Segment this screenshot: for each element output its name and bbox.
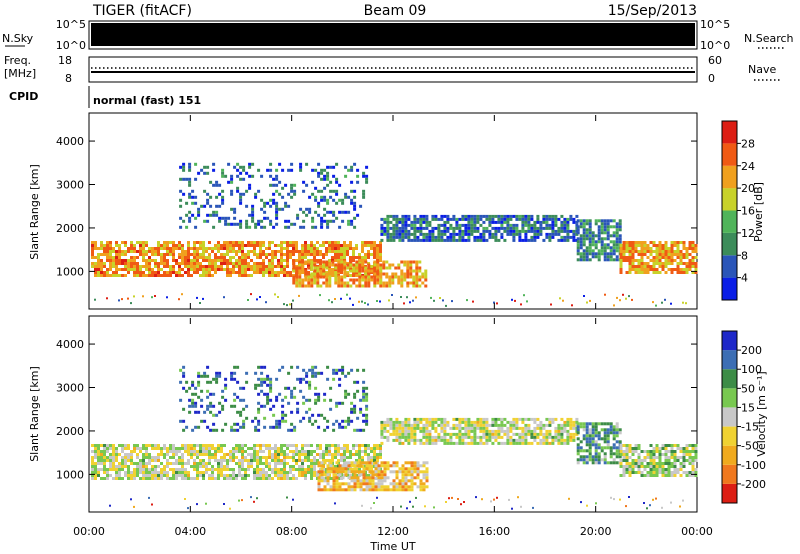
- colorbar-swatch: [722, 277, 737, 300]
- freq-tick-bottom: 8: [65, 72, 72, 85]
- scatter-region: [292, 260, 428, 288]
- colorbar-tick-label: -50: [741, 440, 759, 453]
- scatter-region: [179, 365, 369, 432]
- colorbar-tick-label: 50: [741, 382, 755, 395]
- nave-tick-bottom: 0: [708, 72, 715, 85]
- power-colorbar-label: Power [dB]: [752, 182, 765, 242]
- velocity-y-ticks: 1000 2000 3000 4000: [56, 338, 697, 481]
- colorbar-swatch: [722, 255, 737, 278]
- beam-title: Beam 09: [364, 3, 427, 19]
- power-y-ticks: 1000 2000 3000 4000: [56, 135, 697, 278]
- velocity-ylabel: Slant Range [km]: [28, 366, 41, 462]
- nsky-data: [91, 24, 695, 46]
- nsky-panel: N.Sky 10^5 10^0 10^5 10^0 N.Search: [2, 18, 794, 52]
- colorbar-tick-label: 20: [741, 182, 755, 195]
- colorbar-swatch: [722, 445, 737, 465]
- colorbar-tick-label: 12: [741, 227, 755, 240]
- date-title: 15/Sep/2013: [608, 3, 697, 19]
- colorbar-tick-label: 4: [741, 272, 748, 285]
- colorbar-tick-label: 15: [741, 401, 755, 414]
- colorbar-tick-label: 100: [741, 363, 762, 376]
- y-tick-label: 1000: [56, 265, 84, 278]
- colorbar-tick-label: -200: [741, 478, 766, 491]
- x-tick-label: 00:00: [73, 525, 105, 538]
- y-tick-label: 4000: [56, 338, 84, 351]
- nsearch-tick-bottom: 10^0: [700, 39, 730, 52]
- colorbar-swatch: [722, 407, 737, 427]
- power-data-marks: [91, 162, 698, 307]
- colorbar-swatch: [722, 121, 737, 144]
- colorbar-swatch: [722, 426, 737, 446]
- scatter-region: [317, 461, 429, 492]
- scatter-region: [380, 417, 579, 445]
- nsky-tick-bottom: 10^0: [56, 39, 86, 52]
- velocity-colorbar-label: Velocity [m s⁻¹]: [755, 371, 768, 456]
- y-tick-label: 3000: [56, 179, 84, 192]
- colorbar-tick-label: 200: [741, 344, 762, 357]
- colorbar-tick-label: 24: [741, 160, 755, 173]
- velocity-data-marks: [91, 365, 698, 510]
- x-tick-label: 16:00: [478, 525, 510, 538]
- colorbar-swatch: [722, 388, 737, 408]
- colorbar-swatch: [722, 143, 737, 166]
- scatter-region: [576, 422, 622, 465]
- scatter-region: [619, 241, 698, 274]
- x-tick-label: 00:00: [681, 525, 713, 538]
- near-range-speckle: [94, 293, 687, 307]
- scatter-region: [619, 444, 698, 477]
- nsearch-tick-top: 10^5: [700, 18, 730, 31]
- power-colorbar: 4 8 12 16 20 24 28: [721, 120, 755, 301]
- power-panel: 1000 2000 3000 4000 Slant Range [km] 4 8 12 16…: [28, 112, 765, 310]
- power-ylabel: Slant Range [km]: [28, 164, 41, 260]
- y-tick-label: 1000: [56, 468, 84, 481]
- nsky-tick-top: 10^5: [56, 18, 86, 31]
- colorbar-tick-label: -15: [741, 421, 759, 434]
- y-tick-label: 2000: [56, 222, 84, 235]
- colorbar-tick-label: 16: [741, 205, 755, 218]
- freq-label-1: Freq.: [4, 54, 31, 67]
- xlabel: Time UT: [369, 540, 415, 553]
- velocity-panel: 1000 2000 3000 4000 Slant Range [km] 200 100…: [28, 115, 768, 553]
- freq-label-2: [MHz]: [4, 67, 36, 80]
- colorbar-swatch: [722, 483, 737, 503]
- y-tick-label: 2000: [56, 425, 84, 438]
- colorbar-swatch: [722, 369, 737, 389]
- scatter-region: [380, 214, 579, 242]
- x-tick-label: 08:00: [276, 525, 308, 538]
- cpid-label: CPID: [9, 90, 38, 103]
- colorbar-tick-label: -100: [741, 459, 766, 472]
- x-tick-label: 20:00: [580, 525, 612, 538]
- freq-tick-top: 18: [58, 54, 72, 67]
- y-tick-label: 3000: [56, 382, 84, 395]
- nave-label: Nave: [748, 63, 776, 76]
- x-tick-label: 04:00: [174, 525, 206, 538]
- colorbar-swatch: [722, 232, 737, 256]
- cpid-panel: CPID normal (fast) 151: [9, 86, 201, 108]
- y-tick-label: 4000: [56, 135, 84, 148]
- scatter-region: [179, 162, 369, 229]
- freq-panel: Freq. [MHz] 18 8 60 0 Nave: [4, 54, 780, 85]
- colorbar-swatch: [722, 210, 737, 233]
- colorbar-swatch: [722, 350, 737, 370]
- colorbar-tick-label: 8: [741, 249, 748, 262]
- x-tick-label: 12:00: [377, 525, 409, 538]
- nave-tick-top: 60: [708, 54, 722, 67]
- colorbar-swatch: [722, 165, 737, 189]
- colorbar-tick-label: 28: [741, 137, 755, 150]
- cpid-text: normal (fast) 151: [93, 94, 201, 107]
- nsky-label: N.Sky: [2, 32, 34, 45]
- colorbar-swatch: [722, 464, 737, 484]
- radar-title: TIGER (fitACF): [92, 3, 192, 19]
- near-range-speckle: [109, 496, 684, 510]
- nsearch-label: N.Search: [744, 32, 794, 45]
- colorbar-swatch: [722, 188, 737, 211]
- colorbar-swatch: [722, 331, 737, 351]
- velocity-colorbar: 200 100 50 15 -15 -50 -100 -200: [721, 330, 766, 504]
- x-ticks: 00:00 04:00 08:00 12:00 16:00 20:00 00:00: [73, 115, 713, 538]
